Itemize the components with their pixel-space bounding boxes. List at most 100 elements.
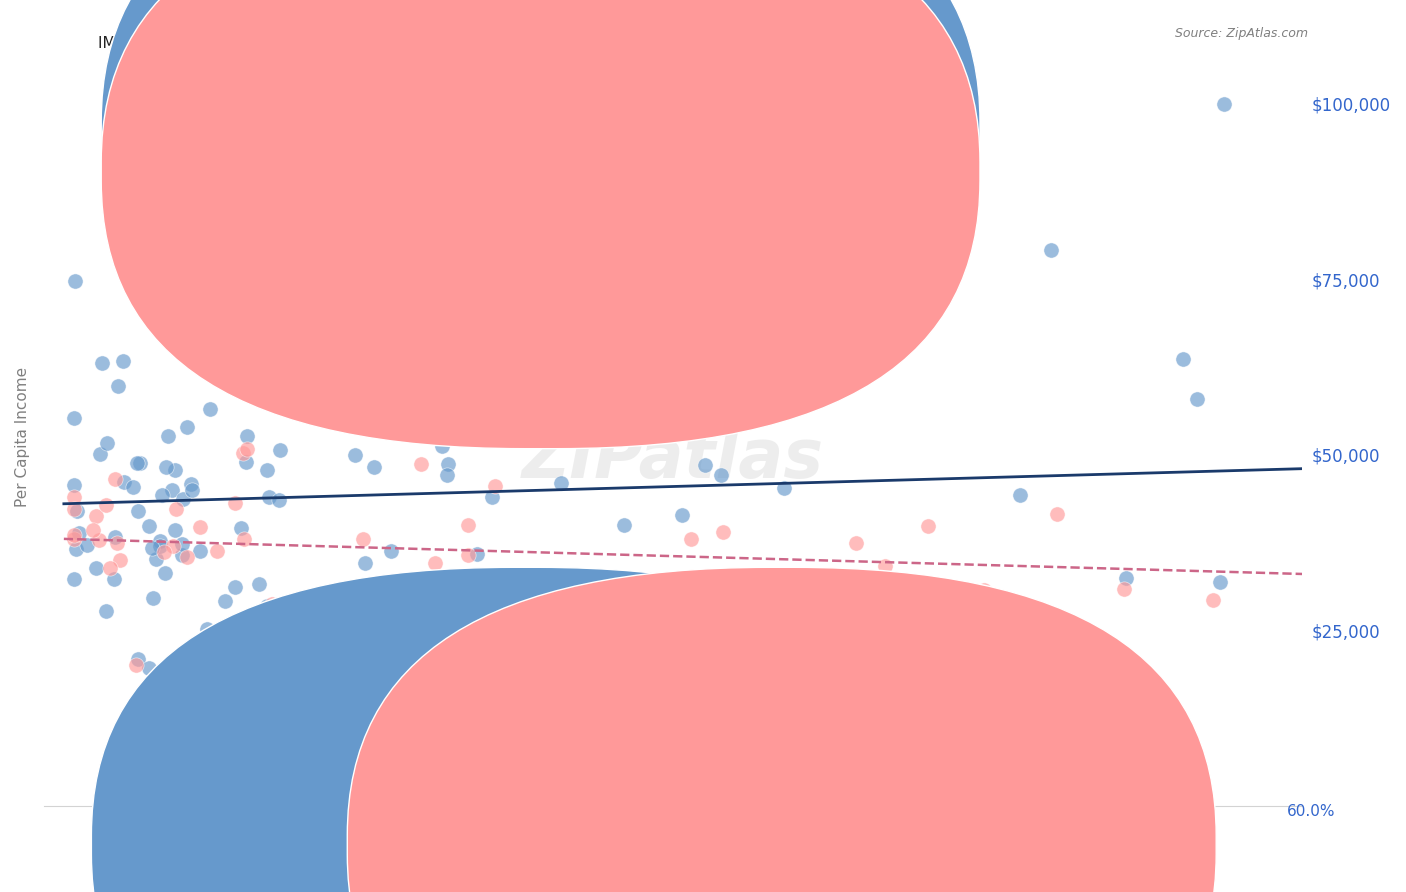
Point <box>437 457 460 471</box>
Point <box>243 638 266 652</box>
Point <box>679 532 702 546</box>
Point <box>392 393 415 408</box>
Point <box>285 592 308 607</box>
Point <box>181 483 204 497</box>
Point <box>457 517 479 532</box>
Point <box>180 477 202 491</box>
Point <box>808 334 831 349</box>
Point <box>172 548 194 562</box>
Text: R =: R = <box>520 162 562 177</box>
Point <box>368 194 391 209</box>
Point <box>531 414 554 428</box>
Point <box>287 402 309 417</box>
Point <box>127 651 149 665</box>
Point <box>232 446 254 460</box>
Point <box>269 443 291 458</box>
Point <box>613 517 636 532</box>
Point <box>200 401 222 416</box>
Point <box>104 472 127 486</box>
Point <box>343 448 366 462</box>
Point <box>256 463 278 477</box>
Point <box>1046 508 1069 522</box>
Point <box>103 572 125 586</box>
Point <box>188 544 211 558</box>
Point <box>82 523 104 537</box>
Text: 42: 42 <box>710 162 731 177</box>
Point <box>236 429 259 443</box>
Point <box>256 599 278 613</box>
Point <box>150 488 173 502</box>
Point <box>163 462 186 476</box>
Point <box>269 492 291 507</box>
Point <box>155 460 177 475</box>
Point <box>84 561 107 575</box>
Point <box>474 578 496 592</box>
Point <box>224 580 246 594</box>
Point <box>195 622 218 636</box>
Point <box>662 260 685 274</box>
Point <box>695 458 717 473</box>
Point <box>873 558 896 573</box>
Point <box>112 475 135 489</box>
Point <box>224 496 246 510</box>
Point <box>312 602 335 616</box>
Point <box>696 391 718 405</box>
Point <box>436 468 458 483</box>
Point <box>654 355 676 369</box>
Point <box>671 508 693 522</box>
Point <box>160 483 183 498</box>
Point <box>1171 351 1194 366</box>
Point <box>165 502 187 516</box>
Point <box>89 533 111 547</box>
Point <box>152 544 174 558</box>
Point <box>709 106 731 120</box>
Point <box>188 520 211 534</box>
Point <box>63 274 86 288</box>
Point <box>517 181 540 195</box>
Point <box>262 597 284 611</box>
Point <box>250 615 273 630</box>
Point <box>354 556 377 570</box>
Point <box>86 509 108 524</box>
Point <box>882 340 904 354</box>
Point <box>98 561 121 575</box>
Point <box>207 544 229 558</box>
Point <box>96 498 118 512</box>
Point <box>96 436 118 450</box>
Text: N =: N = <box>668 122 697 136</box>
Point <box>485 404 508 418</box>
Point <box>63 490 86 504</box>
Point <box>145 552 167 566</box>
Point <box>917 519 939 533</box>
Point <box>477 373 499 387</box>
Point <box>104 530 127 544</box>
Point <box>935 640 957 655</box>
Point <box>142 591 165 605</box>
Point <box>423 556 446 570</box>
Text: -0.079: -0.079 <box>598 162 652 177</box>
Y-axis label: Per Capita Income: Per Capita Income <box>15 367 30 508</box>
Point <box>63 411 86 425</box>
Point <box>153 566 176 581</box>
Text: 60.0%: 60.0% <box>1288 805 1336 819</box>
Point <box>363 460 385 475</box>
Point <box>457 549 479 563</box>
Point <box>1115 571 1137 585</box>
Point <box>162 539 184 553</box>
Text: ZIPatlas: ZIPatlas <box>522 426 824 492</box>
Point <box>176 549 198 564</box>
Point <box>91 356 114 370</box>
Point <box>94 604 117 618</box>
Point <box>346 593 368 607</box>
Point <box>443 389 465 403</box>
Point <box>465 547 488 561</box>
Point <box>67 526 90 541</box>
Point <box>107 379 129 393</box>
Point <box>138 519 160 533</box>
Point <box>741 286 763 301</box>
Point <box>63 477 86 491</box>
Point <box>138 661 160 675</box>
Point <box>711 420 734 434</box>
Point <box>624 421 647 435</box>
Point <box>63 572 86 586</box>
